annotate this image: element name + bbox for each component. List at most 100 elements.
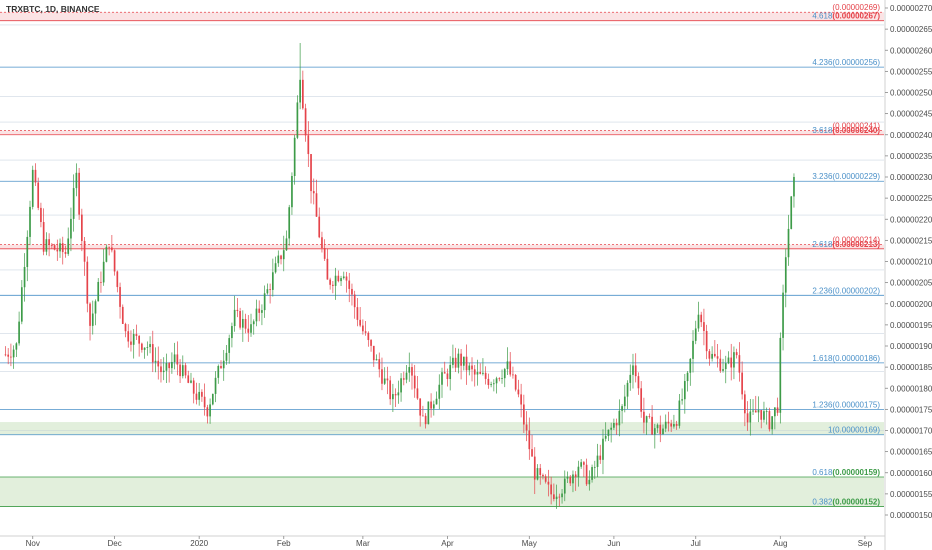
candle-body[interactable] [91, 313, 94, 326]
candle-body[interactable] [637, 376, 640, 389]
candle-body[interactable] [146, 347, 149, 348]
candle-body[interactable] [274, 263, 277, 273]
candle-body[interactable] [460, 353, 462, 366]
candle-body[interactable] [416, 388, 419, 399]
candle-body[interactable] [752, 410, 754, 412]
candle-body[interactable] [31, 169, 34, 207]
candle-body[interactable] [402, 378, 405, 380]
candle-body[interactable] [623, 396, 626, 407]
candle-body[interactable] [596, 455, 599, 467]
candle-body[interactable] [258, 308, 261, 313]
candle-body[interactable] [484, 372, 487, 379]
candle-body[interactable] [697, 314, 700, 329]
candle-body[interactable] [195, 393, 198, 400]
candle-body[interactable] [776, 407, 779, 413]
candle-body[interactable] [563, 478, 566, 494]
candle-body[interactable] [26, 236, 29, 267]
candle-body[interactable] [266, 289, 269, 294]
candle-body[interactable] [29, 206, 31, 237]
candle-body[interactable] [239, 311, 241, 328]
candle-body[interactable] [613, 422, 615, 428]
candle-body[interactable] [10, 356, 12, 358]
candle-body[interactable] [375, 359, 378, 361]
candle-body[interactable] [492, 383, 495, 385]
candle-body[interactable] [345, 276, 348, 281]
candle-body[interactable] [127, 331, 130, 342]
candle-body[interactable] [602, 438, 604, 460]
candle-body[interactable] [20, 287, 23, 322]
candle-body[interactable] [315, 193, 318, 217]
candle-body[interactable] [754, 410, 757, 413]
candle-body[interactable] [408, 367, 411, 373]
candle-body[interactable] [302, 79, 304, 109]
candle-body[interactable] [656, 424, 659, 429]
candle-body[interactable] [108, 246, 110, 248]
candle-body[interactable] [547, 481, 550, 485]
candle-body[interactable] [662, 428, 664, 435]
candle-body[interactable] [209, 404, 211, 417]
candle-body[interactable] [364, 331, 367, 333]
candle-body[interactable] [621, 406, 623, 411]
candle-body[interactable] [392, 394, 394, 400]
time-axis[interactable]: Nov Dec 2020 Feb Mar Apr May Jun Jul Aug Sep [0, 535, 885, 548]
candles-layer[interactable] [4, 43, 795, 509]
candle-body[interactable] [94, 301, 97, 314]
candle-body[interactable] [132, 334, 135, 345]
candle-body[interactable] [479, 372, 482, 374]
candle-body[interactable] [304, 108, 307, 136]
candle-body[interactable] [61, 243, 64, 253]
candle-body[interactable] [247, 328, 250, 333]
candle-body[interactable] [370, 340, 372, 346]
candle-body[interactable] [705, 330, 708, 352]
candle-body[interactable] [553, 494, 555, 500]
candle-body[interactable] [629, 374, 632, 383]
candle-body[interactable] [318, 216, 321, 238]
candle-body[interactable] [506, 361, 509, 370]
candle-body[interactable] [165, 363, 168, 371]
candle-body[interactable] [610, 427, 613, 430]
candle-body[interactable] [719, 358, 722, 371]
candle-body[interactable] [214, 377, 217, 394]
candle-body[interactable] [288, 207, 291, 239]
candle-body[interactable] [37, 182, 40, 208]
candle-body[interactable] [236, 309, 239, 312]
candle-body[interactable] [250, 324, 252, 333]
candle-body[interactable] [626, 382, 629, 397]
candle-body[interactable] [42, 222, 45, 252]
candle-body[interactable] [356, 307, 359, 320]
candle-body[interactable] [443, 372, 446, 374]
candle-body[interactable] [397, 392, 400, 396]
candle-body[interactable] [261, 310, 263, 313]
candle-body[interactable] [100, 281, 102, 283]
candle-body[interactable] [173, 354, 176, 362]
candle-body[interactable] [640, 388, 643, 412]
candle-body[interactable] [351, 288, 353, 295]
candle-body[interactable] [659, 424, 662, 435]
candle-body[interactable] [675, 424, 678, 426]
candle-body[interactable] [542, 474, 544, 477]
candle-body[interactable] [269, 289, 271, 291]
candle-body[interactable] [222, 360, 225, 369]
candle-body[interactable] [291, 176, 293, 208]
candle-body[interactable] [473, 369, 476, 375]
candle-body[interactable] [321, 237, 323, 249]
candle-body[interactable] [482, 372, 484, 374]
candle-body[interactable] [779, 337, 782, 413]
candle-body[interactable] [75, 172, 78, 189]
candle-body[interactable] [15, 343, 18, 350]
candle-body[interactable] [763, 411, 765, 420]
candle-body[interactable] [394, 394, 397, 396]
candle-body[interactable] [45, 239, 48, 252]
candle-body[interactable] [694, 328, 697, 341]
candle-body[interactable] [708, 351, 711, 359]
candle-body[interactable] [411, 367, 413, 376]
candle-body[interactable] [733, 352, 735, 368]
candle-body[interactable] [105, 246, 108, 262]
candle-body[interactable] [228, 338, 231, 353]
candle-body[interactable] [558, 496, 561, 498]
candle-body[interactable] [181, 365, 184, 377]
candle-body[interactable] [476, 372, 479, 375]
candle-body[interactable] [607, 429, 610, 436]
candle-body[interactable] [179, 364, 181, 377]
candle-body[interactable] [618, 410, 621, 426]
